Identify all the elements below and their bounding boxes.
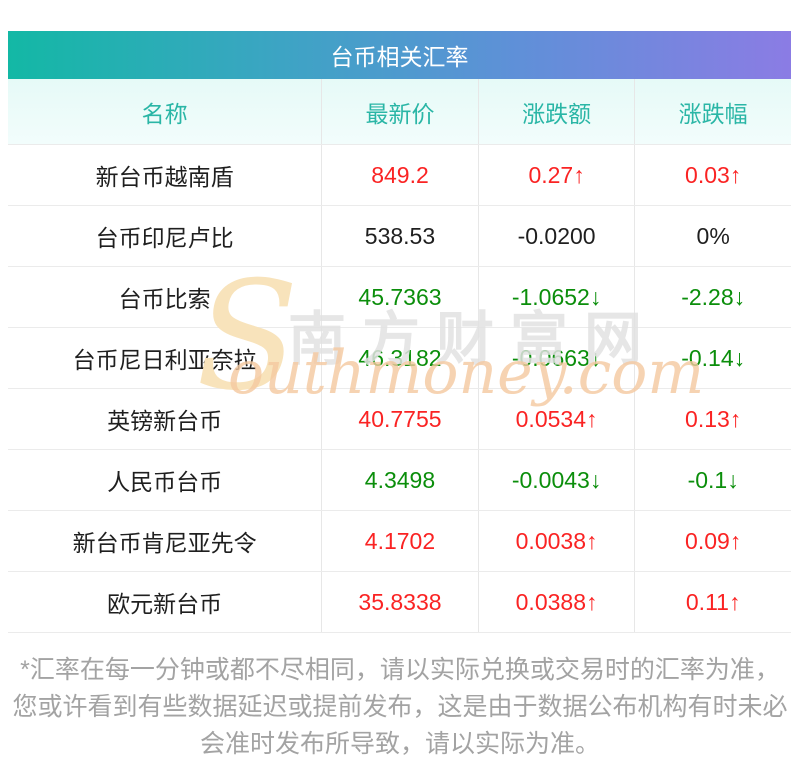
row-name: 人民币台币 [107,469,223,495]
row-price: 4.1702 [321,511,478,571]
row-change: 0.0534↑ [477,389,635,449]
row-change: 0.0038↑ [477,511,635,571]
row-pct: 0.13↑ [634,389,791,449]
row-name: 英镑新台币 [107,408,223,434]
row-change: 0.27↑ [477,145,635,205]
row-price: 46.3182 [321,328,478,388]
table-title-bar: 台币相关汇率 [8,31,791,79]
table-row: 英镑新台币 40.7755 0.0534↑ 0.13↑ [8,389,791,450]
row-pct: -2.28↓ [634,267,791,327]
table-header-row: 名称 最新价 涨跌额 涨跌幅 [8,79,791,145]
row-change: 0.0388↑ [477,572,635,632]
row-price: 35.8338 [321,572,478,632]
row-name: 新台币肯尼亚先令 [72,530,257,556]
row-pct: -0.14↓ [634,328,791,388]
row-price: 4.3498 [321,450,478,510]
table-row: 欧元新台币 35.8338 0.0388↑ 0.11↑ [8,572,791,633]
header-price: 最新价 [321,79,478,144]
row-change: -0.0200 [477,206,635,266]
row-price: 538.53 [321,206,478,266]
row-price: 45.7363 [321,267,478,327]
table-row: 新台币肯尼亚先令 4.1702 0.0038↑ 0.09↑ [8,511,791,572]
header-change: 涨跌额 [477,79,635,144]
header-name: 名称 [141,100,188,127]
row-pct: 0.03↑ [634,145,791,205]
table-title: 台币相关汇率 [330,44,469,70]
row-pct: 0.09↑ [634,511,791,571]
table-row: 台币尼日利亚奈拉 46.3182 -0.0663↓ -0.14↓ [8,328,791,389]
header-pct: 涨跌幅 [634,79,791,144]
row-change: -0.0043↓ [477,450,635,510]
row-pct: 0.11↑ [634,572,791,632]
row-change: -0.0663↓ [477,328,635,388]
table-row: 人民币台币 4.3498 -0.0043↓ -0.1↓ [8,450,791,511]
row-name: 台币尼日利亚奈拉 [72,347,257,373]
row-name: 新台币越南盾 [95,164,234,190]
row-name: 台币比索 [118,286,211,312]
table-row: 新台币越南盾 849.2 0.27↑ 0.03↑ [8,145,791,206]
table-row: 台币比索 45.7363 -1.0652↓ -2.28↓ [8,267,791,328]
row-name: 欧元新台币 [107,591,223,617]
row-price: 849.2 [321,145,478,205]
table-row: 台币印尼卢比 538.53 -0.0200 0% [8,206,791,267]
exchange-rate-table: 台币相关汇率 名称 最新价 涨跌额 涨跌幅 新台币越南盾 849.2 0.27↑… [8,31,791,633]
disclaimer-text: *汇率在每一分钟或都不尽相同，请以实际兑换或交易时的汇率为准，您或许看到有些数据… [12,656,788,758]
row-name: 台币印尼卢比 [95,225,234,251]
row-pct: -0.1↓ [634,450,791,510]
row-change: -1.0652↓ [477,267,635,327]
row-price: 40.7755 [321,389,478,449]
row-pct: 0% [634,206,791,266]
